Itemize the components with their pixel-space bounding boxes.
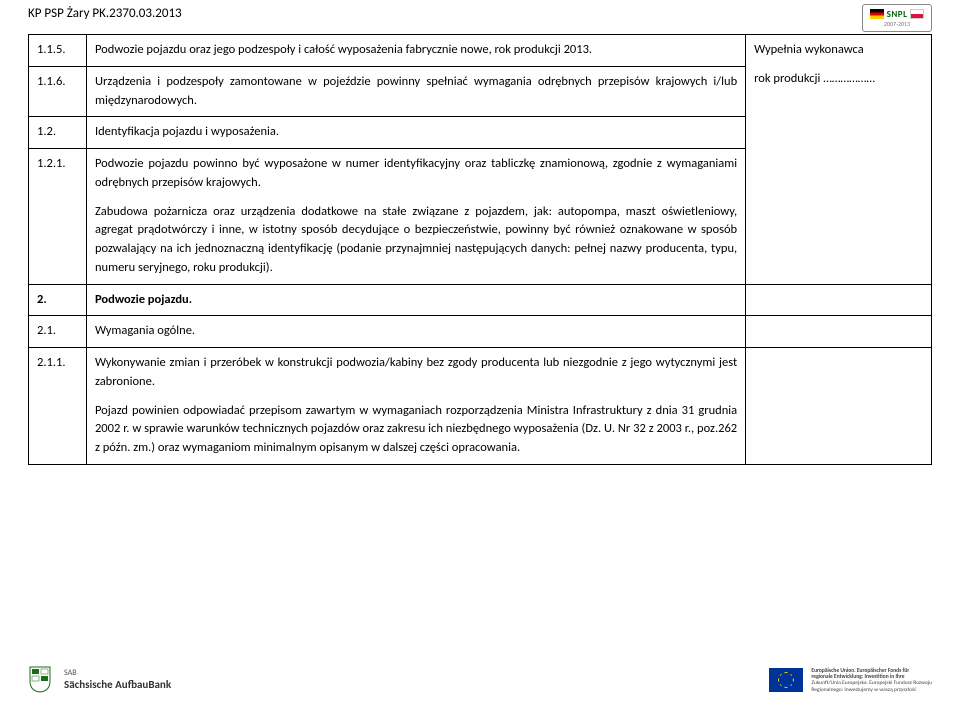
footer-left: SAB Sächsische AufbauBank (28, 665, 171, 693)
footer-right: Europäische Union. Europäischer Fonds fü… (769, 668, 932, 693)
row-right-cell (746, 284, 932, 316)
table-row: 2. Podwozie pojazdu. (29, 284, 932, 316)
row-number: 1.2. (29, 117, 87, 149)
row-description: Podwozie pojazdu oraz jego podzespoły i … (86, 35, 745, 67)
eu-line: Regionalnego: Inwestujemy w waszą przysz… (811, 687, 932, 693)
row-description: Podwozie pojazdu powinno być wyposażone … (86, 149, 745, 285)
row-number: 1.2.1. (29, 149, 87, 285)
table-row: 2.1. Wymagania ogólne. (29, 316, 932, 348)
production-year-field: rok produkcji (754, 70, 923, 89)
snpl-logo: SNPL 2007-2013 (862, 4, 932, 32)
row-right-cell (746, 316, 932, 348)
row-number: 2.1. (29, 316, 87, 348)
row-description: Identyfikacja pojazdu i wyposażenia. (86, 117, 745, 149)
row-number: 2.1.1. (29, 348, 87, 465)
sab-full-name: Sächsische AufbauBank (64, 678, 171, 691)
row-number: 2. (29, 284, 87, 316)
page-footer: SAB Sächsische AufbauBank Europäische Un… (0, 665, 960, 693)
fill-label: Wypełnia wykonawca (754, 41, 923, 60)
row-contractor-fill: Wypełnia wykonawca rok produkcji (746, 35, 932, 285)
eu-line: Zukunft/Unia Europejska. Europejski Fund… (811, 680, 932, 686)
eu-flag-icon (769, 668, 803, 692)
row-description: Podwozie pojazdu. (86, 284, 745, 316)
paragraph: Pojazd powinien odpowiadać przepisom zaw… (95, 402, 737, 458)
row-number: 1.1.6. (29, 66, 87, 117)
specification-table: 1.1.5. Podwozie pojazdu oraz jego podzes… (28, 34, 932, 465)
row-description: Wymagania ogólne. (86, 316, 745, 348)
paragraph: Wykonywanie zmian i przeróbek w konstruk… (95, 354, 737, 392)
paragraph: Zabudowa pożarnicza oraz urządzenia doda… (95, 203, 737, 278)
sab-text: SAB Sächsische AufbauBank (64, 668, 171, 691)
snpl-years: 2007-2013 (884, 20, 910, 28)
snpl-label: SNPL (887, 9, 908, 20)
flag-pl-icon (910, 9, 924, 19)
row-number: 1.1.5. (29, 35, 87, 67)
flag-de-icon (870, 9, 884, 19)
sab-abbrev: SAB (64, 668, 171, 678)
table-row: 1.1.5. Podwozie pojazdu oraz jego podzes… (29, 35, 932, 67)
paragraph: Podwozie pojazdu powinno być wyposażone … (95, 155, 737, 193)
row-description: Wykonywanie zmian i przeróbek w konstruk… (86, 348, 745, 465)
doc-header: KP PSP Żary PK.2370.03.2013 (28, 6, 182, 21)
sab-shield-icon (28, 665, 52, 693)
row-right-cell (746, 348, 932, 465)
row-description: Urządzenia i podzespoły zamontowane w po… (86, 66, 745, 117)
eu-funding-text: Europäische Union. Europäischer Fonds fü… (811, 668, 932, 693)
table-row: 2.1.1. Wykonywanie zmian i przeróbek w k… (29, 348, 932, 465)
